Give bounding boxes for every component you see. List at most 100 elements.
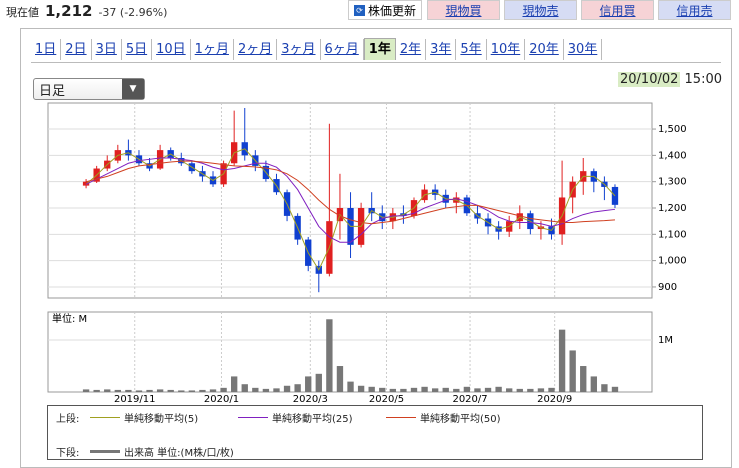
swatch xyxy=(386,417,416,418)
refresh-button[interactable]: ⟳ 株価更新 xyxy=(348,0,422,20)
tab[interactable]: 3年 xyxy=(426,38,457,60)
refresh-label: 株価更新 xyxy=(367,3,416,18)
volume-bar xyxy=(516,388,523,392)
period: 日足 xyxy=(39,83,66,99)
divider xyxy=(31,62,721,63)
volume-bar xyxy=(357,385,365,392)
volume-bar xyxy=(146,389,153,392)
volume-bar xyxy=(167,389,174,392)
volume-bar xyxy=(569,350,576,392)
tab[interactable]: 1年 xyxy=(363,38,396,60)
volume-bar xyxy=(368,386,375,392)
swatch xyxy=(238,417,268,418)
legend-item: 単純移動平均(5) xyxy=(90,410,198,425)
time: 15:00 xyxy=(684,72,722,87)
chart: 1,500 1,400 1,300 1,200 1,100 1,000 900 1M 2019/… xyxy=(47,102,687,405)
volume-bar xyxy=(93,389,100,392)
volume-bar xyxy=(199,389,206,392)
volume-bar xyxy=(104,389,111,392)
volume-bar xyxy=(262,388,270,392)
y-tick-label: 1,300 xyxy=(658,177,687,188)
tab[interactable]: 1ヶ月 xyxy=(191,38,234,60)
y-tick-label: 1,000 xyxy=(658,256,687,267)
label: 現在値 xyxy=(6,6,39,19)
volume-bar xyxy=(82,389,90,392)
volume-bar xyxy=(558,329,566,392)
change: -37 (-2.96%) xyxy=(98,6,168,19)
tab[interactable]: 10年 xyxy=(487,38,526,60)
x-tick-label: 2020/1 xyxy=(204,394,239,405)
trade-button[interactable]: 現物買 xyxy=(427,0,500,20)
volume-bar xyxy=(241,384,248,392)
volume-bar xyxy=(230,376,238,392)
volume-bar xyxy=(601,384,608,392)
tab[interactable]: 3ヶ月 xyxy=(277,38,321,60)
legend-item: 単純移動平均(50) xyxy=(386,410,501,425)
volume-bar xyxy=(611,386,619,392)
volume-bar xyxy=(442,387,449,392)
volume-bar xyxy=(527,388,534,392)
volume-bar xyxy=(347,381,354,392)
ma-line xyxy=(85,157,616,243)
volume-bar xyxy=(537,388,545,392)
volume-bar xyxy=(125,389,132,392)
trade-button[interactable]: 信用売 xyxy=(658,0,731,20)
legend-upper: 上段: xyxy=(56,414,80,425)
volume-bar xyxy=(495,386,502,392)
volume-bar xyxy=(453,388,460,392)
tab[interactable]: 30年 xyxy=(564,38,603,60)
price-panel xyxy=(47,102,653,299)
x-tick-label: 2020/9 xyxy=(537,394,572,405)
volume-bar xyxy=(283,385,291,392)
tab[interactable]: 6ヶ月 xyxy=(321,38,364,60)
ma-line xyxy=(85,160,616,225)
volume-bar xyxy=(209,389,217,392)
tab[interactable]: 1日 xyxy=(31,38,62,60)
volume-bar xyxy=(431,388,439,392)
volume-bar xyxy=(389,388,397,392)
volume-bar xyxy=(315,373,322,392)
legend-text: 単純移動平均(50) xyxy=(420,414,501,425)
volume-bar xyxy=(410,387,418,392)
volume-bar xyxy=(590,376,597,392)
volume-bar xyxy=(188,390,196,392)
y-tick-label: 900 xyxy=(658,282,677,293)
tab[interactable]: 2年 xyxy=(396,38,427,60)
y-tick-label: 1,100 xyxy=(658,229,687,240)
period-select[interactable]: 日足 ▼ xyxy=(33,78,145,100)
period-tabs: 1日 2日 3日 5日 10日 1ヶ月 2ヶ月 3ヶ月 6ヶ月 1年 2年 3年 5年 10年 20年 30年 xyxy=(31,38,603,60)
trade-button[interactable]: 現物売 xyxy=(504,0,577,20)
tab[interactable]: 5年 xyxy=(456,38,487,60)
icon: ⟳ xyxy=(353,4,365,16)
volume-bar xyxy=(273,388,280,392)
tab[interactable]: 5日 xyxy=(122,38,153,60)
volume-bar xyxy=(400,388,407,392)
volume-bar xyxy=(506,388,513,392)
volume-bar xyxy=(135,390,143,392)
tab[interactable]: 3日 xyxy=(92,38,122,60)
legend-item: 単純移動平均(25) xyxy=(238,410,353,425)
y-tick-label: 1,200 xyxy=(658,203,687,214)
volume-bar xyxy=(474,388,481,392)
volume-bar xyxy=(463,386,471,392)
volume-bar xyxy=(421,386,428,392)
y-tick-label: 1,400 xyxy=(658,150,687,161)
trade-button[interactable]: 信用買 xyxy=(581,0,654,20)
tab[interactable]: 2ヶ月 xyxy=(234,38,278,60)
date: 20/10/02 xyxy=(618,72,681,87)
ma-line xyxy=(85,148,616,271)
tab[interactable]: 20年 xyxy=(525,38,564,60)
legend-text: 単純移動平均(25) xyxy=(272,414,353,425)
tab[interactable]: 10日 xyxy=(152,38,191,60)
price: 1,212 xyxy=(45,2,93,20)
quote: 現在値 1,212 -37 (-2.96%) xyxy=(6,2,167,20)
volume-unit: 単位: M xyxy=(52,312,87,325)
arrow: ▼ xyxy=(122,79,144,99)
volume-bar xyxy=(379,387,386,392)
tab[interactable]: 2日 xyxy=(61,38,92,60)
x-tick-label: 2020/3 xyxy=(293,394,328,405)
y-tick-label: 1M xyxy=(658,335,673,346)
volume-bar xyxy=(294,384,301,392)
volume-bar xyxy=(580,366,587,392)
